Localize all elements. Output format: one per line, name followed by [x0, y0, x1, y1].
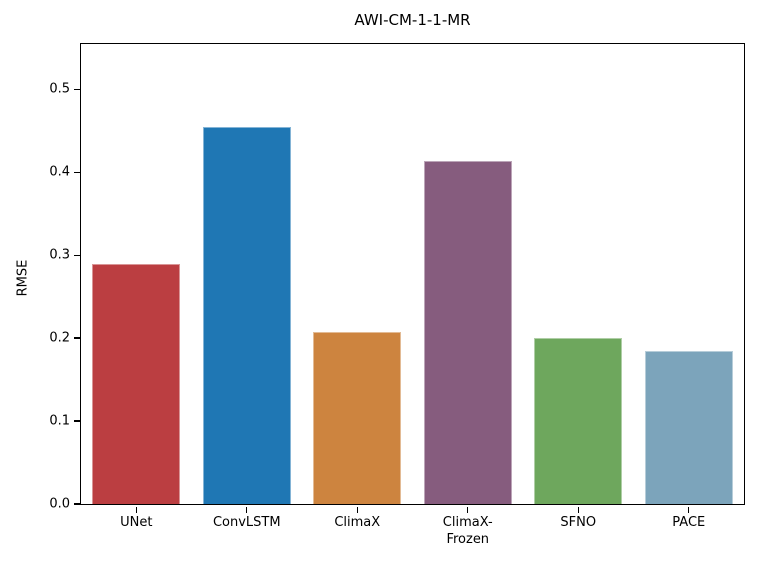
y-tick-mark: [73, 503, 80, 505]
x-tick-label-climax-frozen: ClimaX- Frozen: [442, 515, 493, 547]
x-tick-mark: [467, 506, 469, 513]
y-tick-label: 0.3: [49, 247, 70, 263]
y-tick-label: 0.0: [49, 496, 70, 512]
bar-climax-frozen: [423, 160, 512, 504]
y-tick-mark: [73, 337, 80, 339]
y-tick-mark: [73, 420, 80, 422]
x-tick-mark: [246, 506, 248, 513]
bar-unet: [92, 264, 181, 504]
y-tick-label: 0.4: [49, 164, 70, 180]
x-tick-label-convlstm: ConvLSTM: [212, 515, 281, 530]
x-tick-mark: [356, 506, 358, 513]
y-tick-label: 0.1: [49, 413, 70, 429]
y-tick-mark: [73, 171, 80, 173]
x-tick-label-climax: ClimaX: [334, 515, 381, 530]
bar-climax: [313, 332, 402, 504]
y-tick-mark: [73, 88, 80, 90]
x-tick-mark: [135, 506, 137, 513]
bar-pace: [644, 351, 733, 504]
y-tick-label: 0.2: [49, 330, 70, 346]
x-tick-label-pace: PACE: [672, 515, 706, 530]
bar-sfno: [534, 338, 623, 504]
plot-area: 0.0 0.1 0.2 0.3 0.4 0.5 UNet ConvLSTM ClimaX Clim…: [49, 43, 745, 547]
x-tick-mark: [577, 506, 579, 513]
x-tick-mark: [688, 506, 690, 513]
bar-convlstm: [202, 127, 291, 504]
y-axis-label: RMSE: [15, 259, 31, 297]
y-tick-label: 0.5: [49, 81, 70, 97]
x-tick-label-sfno: SFNO: [560, 515, 597, 530]
x-tick-label-unet: UNet: [120, 515, 153, 530]
chart-title: AWI-CM-1-1-MR: [354, 11, 471, 29]
y-tick-mark: [73, 254, 80, 256]
